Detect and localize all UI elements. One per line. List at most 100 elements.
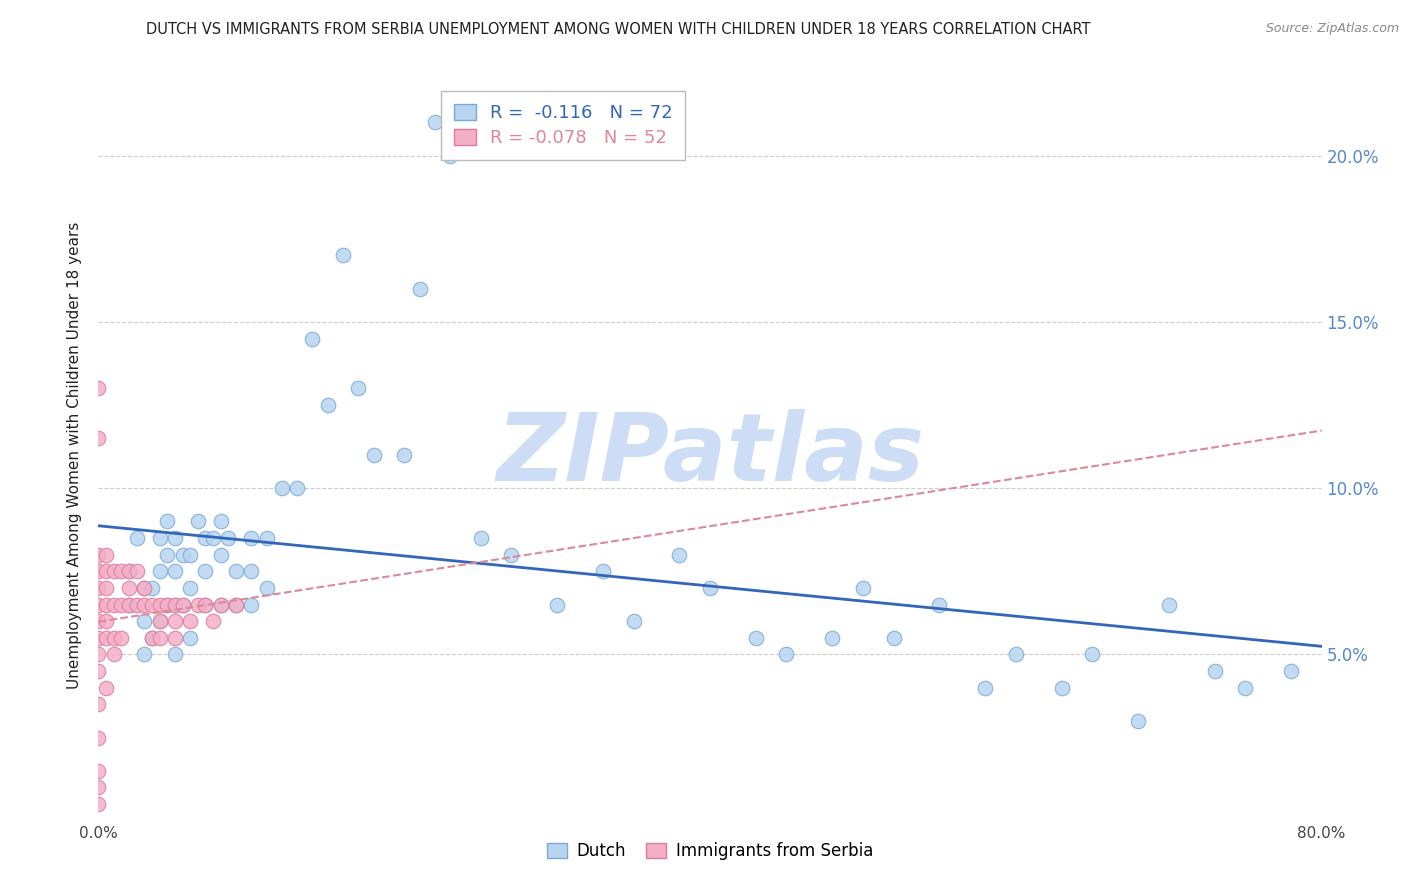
Point — [163, 531, 186, 545]
Point — [1157, 598, 1180, 612]
Point — [141, 598, 163, 612]
Point — [332, 248, 354, 262]
Point — [87, 548, 110, 562]
Point — [974, 681, 997, 695]
Point — [163, 598, 186, 612]
Point — [775, 648, 797, 662]
Point — [668, 548, 690, 562]
Point — [118, 581, 141, 595]
Point — [103, 648, 125, 662]
Point — [194, 598, 217, 612]
Point — [110, 564, 132, 578]
Point — [149, 564, 172, 578]
Point — [156, 598, 179, 612]
Point — [187, 598, 209, 612]
Point — [592, 564, 614, 578]
Point — [94, 564, 117, 578]
Point — [179, 548, 201, 562]
Point — [94, 631, 117, 645]
Point — [270, 481, 292, 495]
Point — [103, 598, 125, 612]
Point — [301, 332, 323, 346]
Point — [179, 631, 201, 645]
Point — [87, 731, 110, 745]
Point — [256, 581, 278, 595]
Point — [87, 431, 110, 445]
Point — [821, 631, 844, 645]
Point — [347, 381, 370, 395]
Point — [118, 598, 141, 612]
Point — [94, 598, 117, 612]
Point — [149, 614, 172, 628]
Point — [125, 564, 148, 578]
Point — [94, 548, 117, 562]
Point — [163, 648, 186, 662]
Point — [240, 531, 263, 545]
Point — [118, 564, 141, 578]
Point — [103, 631, 125, 645]
Point — [179, 614, 201, 628]
Point — [87, 598, 110, 612]
Point — [202, 614, 225, 628]
Y-axis label: Unemployment Among Women with Children Under 18 years: Unemployment Among Women with Children U… — [67, 221, 83, 689]
Point — [87, 614, 110, 628]
Text: ZIPatlas: ZIPatlas — [496, 409, 924, 501]
Point — [87, 764, 110, 778]
Point — [316, 398, 339, 412]
Point — [217, 531, 239, 545]
Point — [94, 581, 117, 595]
Point — [194, 598, 217, 612]
Point — [134, 614, 156, 628]
Point — [187, 515, 209, 529]
Point — [408, 282, 430, 296]
Point — [134, 581, 156, 595]
Point — [163, 564, 186, 578]
Point — [87, 698, 110, 712]
Point — [209, 598, 232, 612]
Point — [179, 581, 201, 595]
Point — [87, 664, 110, 678]
Point — [1279, 664, 1302, 678]
Point — [699, 581, 721, 595]
Text: Source: ZipAtlas.com: Source: ZipAtlas.com — [1265, 22, 1399, 36]
Point — [87, 381, 110, 395]
Point — [87, 648, 110, 662]
Point — [149, 614, 172, 628]
Point — [1081, 648, 1104, 662]
Point — [149, 598, 172, 612]
Point — [623, 614, 645, 628]
Point — [501, 548, 523, 562]
Point — [87, 797, 110, 811]
Point — [745, 631, 768, 645]
Point — [125, 531, 148, 545]
Point — [87, 581, 110, 595]
Point — [470, 531, 492, 545]
Legend: Dutch, Immigrants from Serbia: Dutch, Immigrants from Serbia — [540, 836, 880, 867]
Point — [194, 531, 217, 545]
Point — [546, 598, 568, 612]
Point — [87, 631, 110, 645]
Point — [87, 780, 110, 795]
Point — [202, 531, 225, 545]
Point — [163, 614, 186, 628]
Point — [156, 598, 179, 612]
Point — [149, 531, 172, 545]
Point — [134, 598, 156, 612]
Point — [1004, 648, 1026, 662]
Point — [423, 115, 446, 129]
Point — [928, 598, 950, 612]
Point — [125, 598, 148, 612]
Point — [134, 648, 156, 662]
Point — [141, 581, 163, 595]
Point — [118, 598, 141, 612]
Point — [110, 631, 132, 645]
Point — [172, 598, 194, 612]
Point — [240, 564, 263, 578]
Point — [852, 581, 875, 595]
Point — [134, 581, 156, 595]
Point — [163, 598, 186, 612]
Point — [156, 548, 179, 562]
Point — [94, 681, 117, 695]
Point — [392, 448, 416, 462]
Point — [439, 149, 461, 163]
